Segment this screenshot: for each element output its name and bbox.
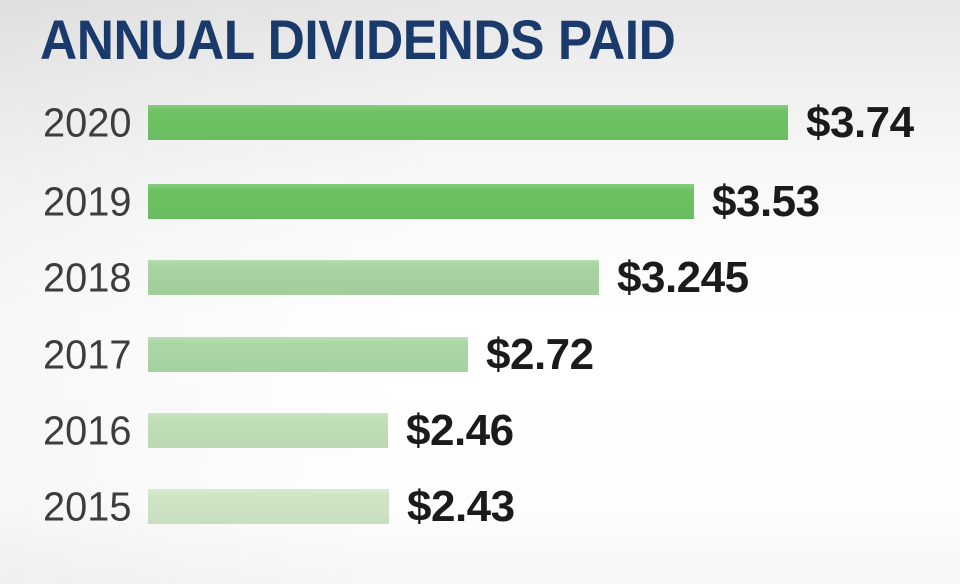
value-label: $2.46 [406,405,514,455]
value-label: $3.245 [617,252,749,302]
chart-title: ANNUAL DIVIDENDS PAID [40,8,676,71]
chart-row: 2019 $3.53 [0,177,960,226]
chart-row: 2018 $3.245 [0,253,960,302]
value-label: $2.43 [407,481,515,531]
chart-row: 2017 $2.72 [0,330,960,379]
chart-row: 2020 $3.74 [0,98,960,147]
chart-row: 2016 $2.46 [0,406,960,455]
year-label: 2017 [43,331,132,377]
dividend-bar [148,337,468,372]
year-label: 2016 [43,407,132,453]
dividend-bar [148,105,788,140]
dividend-bar [148,413,388,448]
dividend-bar [148,489,389,524]
year-label: 2018 [43,254,132,300]
value-label: $3.53 [712,176,820,226]
dividend-bar [148,260,599,295]
chart-row: 2015 $2.43 [0,482,960,531]
dividend-bar [148,184,694,219]
year-label: 2020 [43,99,132,145]
year-label: 2015 [43,483,132,529]
value-label: $2.72 [486,329,594,379]
value-label: $3.74 [806,97,914,147]
year-label: 2019 [43,178,132,224]
